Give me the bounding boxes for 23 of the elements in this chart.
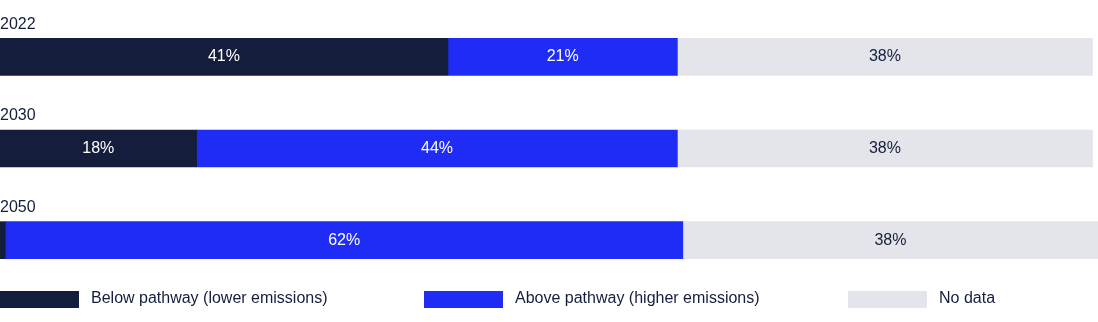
bar xyxy=(677,38,1093,76)
data-label: 18% xyxy=(82,138,115,156)
y-tick-label: 2050 xyxy=(0,198,36,216)
data-label: 38% xyxy=(874,230,907,248)
legend-label: Below pathway (lower emissions) xyxy=(91,289,328,307)
bar xyxy=(0,221,6,259)
y-tick-label: 2022 xyxy=(0,14,36,32)
bar xyxy=(677,129,1093,168)
bar xyxy=(682,221,1098,259)
data-label: 38% xyxy=(868,138,901,156)
bar xyxy=(5,221,684,259)
data-label: 44% xyxy=(421,138,454,156)
y-tick-label: 2030 xyxy=(0,106,36,124)
bar xyxy=(0,38,449,76)
bar xyxy=(447,38,678,76)
legend-label: Above pathway (higher emissions) xyxy=(515,289,760,307)
legend-label: No data xyxy=(939,289,996,307)
data-label: 41% xyxy=(207,47,240,65)
data-label: 62% xyxy=(328,230,361,248)
data-label: 21% xyxy=(546,47,579,65)
data-label: 38% xyxy=(868,47,901,65)
bar xyxy=(0,129,197,168)
bar xyxy=(196,129,678,168)
